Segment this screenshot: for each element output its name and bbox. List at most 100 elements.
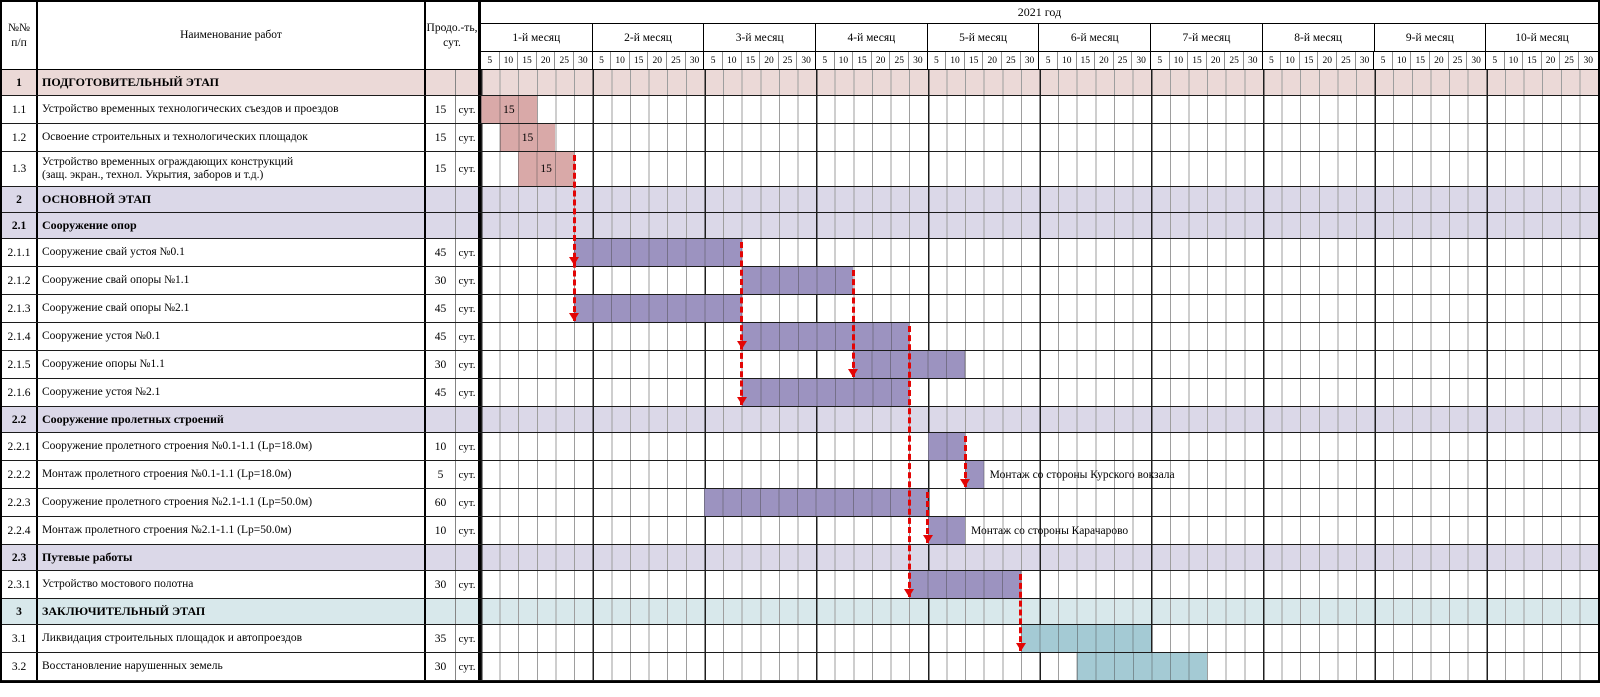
row-number: 2.2.2 — [2, 461, 38, 488]
timeline-grid: Монтаж со стороны Курского вокзала — [481, 461, 1598, 488]
day-tick: 5 — [928, 52, 947, 69]
duration-unit: сут. — [456, 295, 481, 322]
row-2: 2 ОСНОВНОЙ ЭТАП — [2, 187, 1598, 213]
row-number: 2.1.6 — [2, 379, 38, 406]
timeline-grid — [481, 351, 1598, 378]
day-tick: 30 — [1244, 52, 1263, 69]
work-name: Сооружение свай опоры №2.1 — [38, 295, 426, 322]
work-name: Сооружение свай опоры №1.1 — [38, 267, 426, 294]
timeline-grid: 15 — [481, 152, 1598, 186]
gantt-bar-2.1.6 — [741, 379, 910, 406]
day-tick: 15 — [1523, 52, 1542, 69]
day-tick: 5 — [1374, 52, 1393, 69]
day-tick: 10 — [1170, 52, 1189, 69]
row-number: 2.1.1 — [2, 239, 38, 266]
duration-value — [426, 187, 456, 212]
duration-unit: сут. — [456, 124, 481, 151]
duration-unit — [456, 407, 481, 432]
row-1.3: 1.3 Устройство временных ограждающих конс… — [2, 152, 1598, 187]
work-name: Сооружение опоры №1.1 — [38, 351, 426, 378]
month-header-1: 1-й месяц — [481, 24, 593, 52]
row-number: 2 — [2, 187, 38, 212]
duration-unit: сут. — [456, 152, 481, 186]
row-3: 3 ЗАКЛЮЧИТЕЛЬНЫЙ ЭТАП — [2, 599, 1598, 625]
work-name: Сооружение устоя №0.1 — [38, 323, 426, 350]
duration-unit — [456, 213, 481, 238]
row-2.2.3: 2.2.3 Сооружение пролетного строения №2.1… — [2, 489, 1598, 517]
timeline-grid — [481, 571, 1598, 598]
duration-unit: сут. — [456, 351, 481, 378]
duration-unit: сут. — [456, 653, 481, 680]
gantt-bar-3.2 — [1076, 653, 1208, 680]
timeline-grid — [481, 653, 1598, 680]
day-tick: 25 — [1114, 52, 1133, 69]
day-tick: 30 — [1356, 52, 1375, 69]
gantt-bar-2.1.2 — [741, 267, 854, 294]
gantt-bar-3.1 — [1020, 625, 1152, 652]
day-tick: 20 — [1430, 52, 1449, 69]
day-tick: 10 — [946, 52, 965, 69]
duration-value: 35 — [426, 625, 456, 652]
month-header-8: 8-й месяц — [1262, 24, 1375, 52]
row-2.3.1: 2.3.1 Устройство мостового полотна 30 сут. — [2, 571, 1598, 599]
day-tick: 30 — [797, 52, 816, 69]
day-tick: 20 — [1207, 52, 1226, 69]
year-header: 2021 год — [481, 2, 1598, 24]
row-1: 1 ПОДГОТОВИТЕЛЬНЫЙ ЭТАП — [2, 70, 1598, 96]
duration-value: 5 — [426, 461, 456, 488]
day-tick: 15 — [965, 52, 984, 69]
day-tick: 30 — [1132, 52, 1151, 69]
work-name: Путевые работы — [38, 545, 426, 570]
duration-value: 45 — [426, 379, 456, 406]
month-header-10: 10-й месяц — [1486, 24, 1598, 52]
row-number: 1.1 — [2, 96, 38, 123]
day-tick: 5 — [1039, 52, 1058, 69]
row-2.2.4: 2.2.4 Монтаж пролетного строения №2.1-1.1… — [2, 517, 1598, 545]
day-tick: 20 — [537, 52, 556, 69]
duration-value: 30 — [426, 267, 456, 294]
day-tick: 5 — [593, 52, 612, 69]
row-2.3: 2.3 Путевые работы — [2, 545, 1598, 571]
day-tick: 15 — [1077, 52, 1096, 69]
day-tick: 25 — [1225, 52, 1244, 69]
day-tick: 10 — [1058, 52, 1077, 69]
row-2.1.5: 2.1.5 Сооружение опоры №1.1 30 сут. — [2, 351, 1598, 379]
gantt-bar-2.1.3 — [574, 295, 742, 322]
day-tick: 20 — [872, 52, 891, 69]
row-number: 2.1.5 — [2, 351, 38, 378]
bar-annotation: Монтаж со стороны Курского вокзала — [989, 468, 1175, 481]
day-tick: 20 — [1542, 52, 1561, 69]
day-tick: 15 — [1300, 52, 1319, 69]
work-name: ПОДГОТОВИТЕЛЬНЫЙ ЭТАП — [38, 70, 426, 95]
day-tick: 25 — [1560, 52, 1579, 69]
duration-value: 15 — [426, 152, 456, 186]
day-tick: 5 — [816, 52, 835, 69]
month-header-6: 6-й месяц — [1039, 24, 1152, 52]
day-tick: 10 — [611, 52, 630, 69]
duration-value: 15 — [426, 96, 456, 123]
duration-value: 30 — [426, 653, 456, 680]
row-2.1.2: 2.1.2 Сооружение свай опоры №1.1 30 сут. — [2, 267, 1598, 295]
duration-value: 45 — [426, 323, 456, 350]
duration-value — [426, 407, 456, 432]
timeline-grid — [481, 407, 1598, 432]
day-tick: 25 — [555, 52, 575, 69]
header-col-duration: Продо.-ть, сут. — [426, 2, 481, 70]
day-tick: 20 — [760, 52, 779, 69]
construction-schedule-table: №№ п/п Наименование работ Продо.-ть, сут… — [0, 0, 1600, 683]
row-number: 2.2 — [2, 407, 38, 432]
work-name: Сооружение опор — [38, 213, 426, 238]
day-tick: 15 — [1411, 52, 1431, 69]
timeline-grid — [481, 213, 1598, 238]
row-2.2.2: 2.2.2 Монтаж пролетного строения №0.1-1.1… — [2, 461, 1598, 489]
timeline-grid — [481, 433, 1598, 460]
duration-unit: сут. — [456, 625, 481, 652]
timeline-grid: 15 — [481, 124, 1598, 151]
day-tick: 20 — [648, 52, 668, 69]
gantt-bar-1.2: 15 — [499, 124, 556, 151]
row-number: 2.1.4 — [2, 323, 38, 350]
duration-unit: сут. — [456, 571, 481, 598]
day-tick: 15 — [853, 52, 872, 69]
month-header-9: 9-й месяц — [1374, 24, 1487, 52]
duration-value: 15 — [426, 124, 456, 151]
